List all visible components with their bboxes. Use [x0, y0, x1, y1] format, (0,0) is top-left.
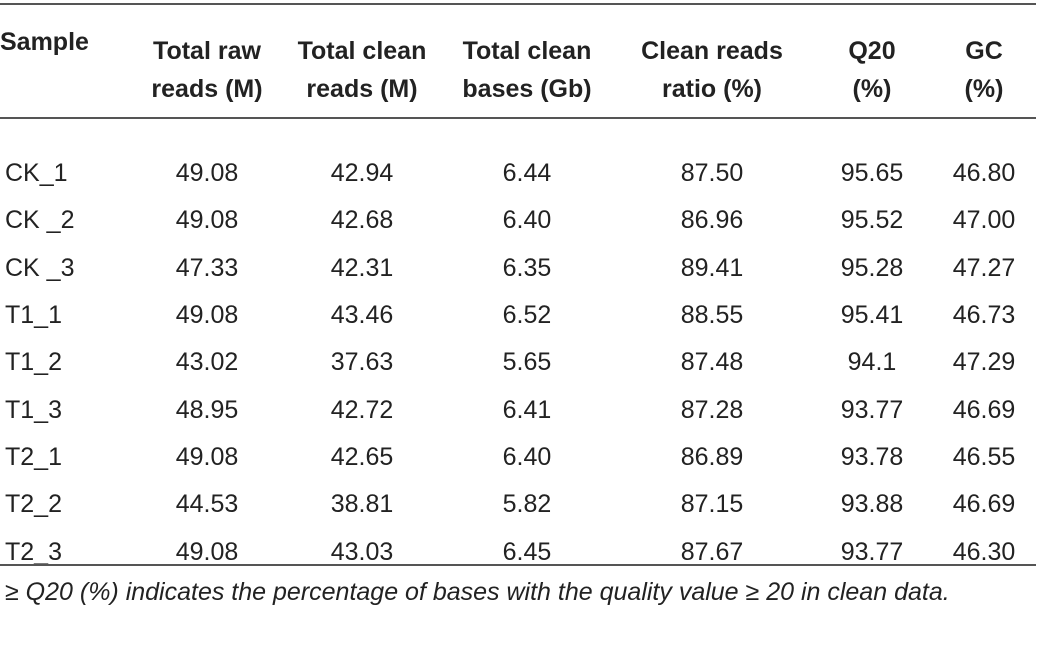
- table-row: T2_2 44.53 38.81 5.82 87.15 93.88 46.69: [0, 481, 1036, 528]
- column-header-sample: Sample: [0, 5, 132, 135]
- cell-q20: 93.77: [840, 537, 904, 566]
- column-header-line: Q20: [848, 37, 896, 65]
- table-row: CK _3 47.33 42.31 6.35 89.41 95.28 47.27: [0, 245, 1036, 292]
- cell-q20: 93.77: [840, 395, 904, 424]
- column-header-total-clean-bases: Total clean bases (Gb): [442, 5, 612, 135]
- cell-total-raw-reads: 49.08: [175, 301, 239, 330]
- cell-sample: T2_2: [5, 490, 62, 519]
- cell-total-clean-bases: 6.44: [502, 159, 552, 188]
- cell-sample: T2_3: [5, 537, 62, 566]
- cell-clean-reads-ratio: 87.15: [680, 490, 744, 519]
- cell-sample: T1_1: [5, 301, 62, 330]
- cell-clean-reads-ratio: 87.50: [680, 159, 744, 188]
- cell-clean-reads-ratio: 89.41: [680, 253, 744, 282]
- cell-total-raw-reads: 49.08: [175, 206, 239, 235]
- table-footnote: ≥ Q20 (%) indicates the percentage of ba…: [5, 578, 950, 606]
- cell-total-raw-reads: 49.08: [175, 159, 239, 188]
- column-header-gc: GC (%): [932, 5, 1036, 135]
- column-header-line: Total clean: [462, 37, 592, 65]
- cell-q20: 94.1: [847, 348, 897, 377]
- cell-gc: 46.30: [952, 537, 1016, 566]
- cell-total-clean-reads: 42.31: [330, 253, 394, 282]
- sequencing-statistics-table: Sample Total raw reads (M) Total clean r…: [0, 5, 1036, 576]
- cell-total-clean-bases: 6.35: [502, 253, 552, 282]
- column-header-line: GC: [965, 37, 1003, 65]
- cell-total-raw-reads: 49.08: [175, 442, 239, 471]
- cell-total-clean-bases: 5.82: [502, 490, 552, 519]
- cell-gc: 46.69: [952, 395, 1016, 424]
- cell-q20: 95.52: [840, 206, 904, 235]
- table-row: CK_1 49.08 42.94 6.44 87.50 95.65 46.80: [0, 135, 1036, 197]
- cell-gc: 46.80: [952, 159, 1016, 188]
- cell-total-clean-reads: 43.03: [330, 537, 394, 566]
- cell-gc: 47.29: [952, 348, 1016, 377]
- cell-sample: CK_1: [5, 159, 68, 188]
- cell-q20: 95.41: [840, 301, 904, 330]
- cell-total-clean-bases: 6.45: [502, 537, 552, 566]
- cell-q20: 95.65: [840, 159, 904, 188]
- cell-clean-reads-ratio: 87.48: [680, 348, 744, 377]
- cell-total-clean-reads: 43.46: [330, 301, 394, 330]
- table-row: T2_3 49.08 43.03 6.45 87.67 93.77 46.30: [0, 528, 1036, 575]
- table-row: CK _2 49.08 42.68 6.40 86.96 95.52 47.00: [0, 197, 1036, 244]
- column-header-line: Total clean: [297, 37, 427, 65]
- column-header-q20: Q20 (%): [812, 5, 932, 135]
- cell-total-clean-bases: 6.41: [502, 395, 552, 424]
- cell-sample: T1_2: [5, 348, 62, 377]
- table-header-rule: [0, 117, 1036, 119]
- table-bottom-rule: [0, 564, 1036, 566]
- cell-sample: T2_1: [5, 442, 62, 471]
- cell-total-clean-bases: 5.65: [502, 348, 552, 377]
- cell-gc: 47.27: [952, 253, 1016, 282]
- cell-q20: 93.78: [840, 442, 904, 471]
- cell-total-clean-reads: 42.65: [330, 442, 394, 471]
- column-header-line: ratio (%): [662, 75, 762, 103]
- cell-total-raw-reads: 43.02: [175, 348, 239, 377]
- column-header-total-raw-reads: Total raw reads (M): [132, 5, 282, 135]
- cell-total-raw-reads: 44.53: [175, 490, 239, 519]
- cell-total-clean-bases: 6.52: [502, 301, 552, 330]
- cell-total-clean-reads: 37.63: [330, 348, 394, 377]
- column-header-clean-reads-ratio: Clean reads ratio (%): [612, 5, 812, 135]
- cell-gc: 46.55: [952, 442, 1016, 471]
- table-row: T1_2 43.02 37.63 5.65 87.48 94.1 47.29: [0, 339, 1036, 386]
- cell-total-clean-reads: 42.94: [330, 159, 394, 188]
- cell-total-clean-reads: 38.81: [330, 490, 394, 519]
- cell-clean-reads-ratio: 88.55: [680, 301, 744, 330]
- column-header-line: reads (M): [306, 75, 418, 103]
- column-header-line: reads (M): [151, 75, 263, 103]
- table-header-row: Sample Total raw reads (M) Total clean r…: [0, 5, 1036, 135]
- column-header-line: (%): [964, 75, 1004, 103]
- column-header-line: Sample: [0, 28, 89, 56]
- cell-sample: T1_3: [5, 395, 62, 424]
- cell-q20: 95.28: [840, 253, 904, 282]
- table-row: T1_3 48.95 42.72 6.41 87.28 93.77 46.69: [0, 386, 1036, 433]
- cell-total-clean-reads: 42.72: [330, 395, 394, 424]
- column-header-line: Total raw: [153, 37, 261, 65]
- cell-total-raw-reads: 47.33: [175, 253, 239, 282]
- cell-total-clean-reads: 42.68: [330, 206, 394, 235]
- cell-clean-reads-ratio: 86.96: [680, 206, 744, 235]
- table-top-rule: [0, 3, 1036, 5]
- cell-total-clean-bases: 6.40: [502, 206, 552, 235]
- cell-q20: 93.88: [840, 490, 904, 519]
- cell-gc: 46.73: [952, 301, 1016, 330]
- cell-clean-reads-ratio: 87.67: [680, 537, 744, 566]
- column-header-total-clean-reads: Total clean reads (M): [282, 5, 442, 135]
- cell-sample: CK _2: [5, 206, 75, 235]
- cell-total-raw-reads: 49.08: [175, 537, 239, 566]
- table-row: T2_1 49.08 42.65 6.40 86.89 93.78 46.55: [0, 434, 1036, 481]
- cell-sample: CK _3: [5, 253, 75, 282]
- cell-total-raw-reads: 48.95: [175, 395, 239, 424]
- column-header-line: (%): [852, 75, 892, 103]
- cell-gc: 47.00: [952, 206, 1016, 235]
- column-header-line: bases (Gb): [462, 75, 592, 103]
- cell-total-clean-bases: 6.40: [502, 442, 552, 471]
- column-header-line: Clean reads: [641, 37, 783, 65]
- cell-gc: 46.69: [952, 490, 1016, 519]
- cell-clean-reads-ratio: 86.89: [680, 442, 744, 471]
- table-row: T1_1 49.08 43.46 6.52 88.55 95.41 46.73: [0, 292, 1036, 339]
- cell-clean-reads-ratio: 87.28: [680, 395, 744, 424]
